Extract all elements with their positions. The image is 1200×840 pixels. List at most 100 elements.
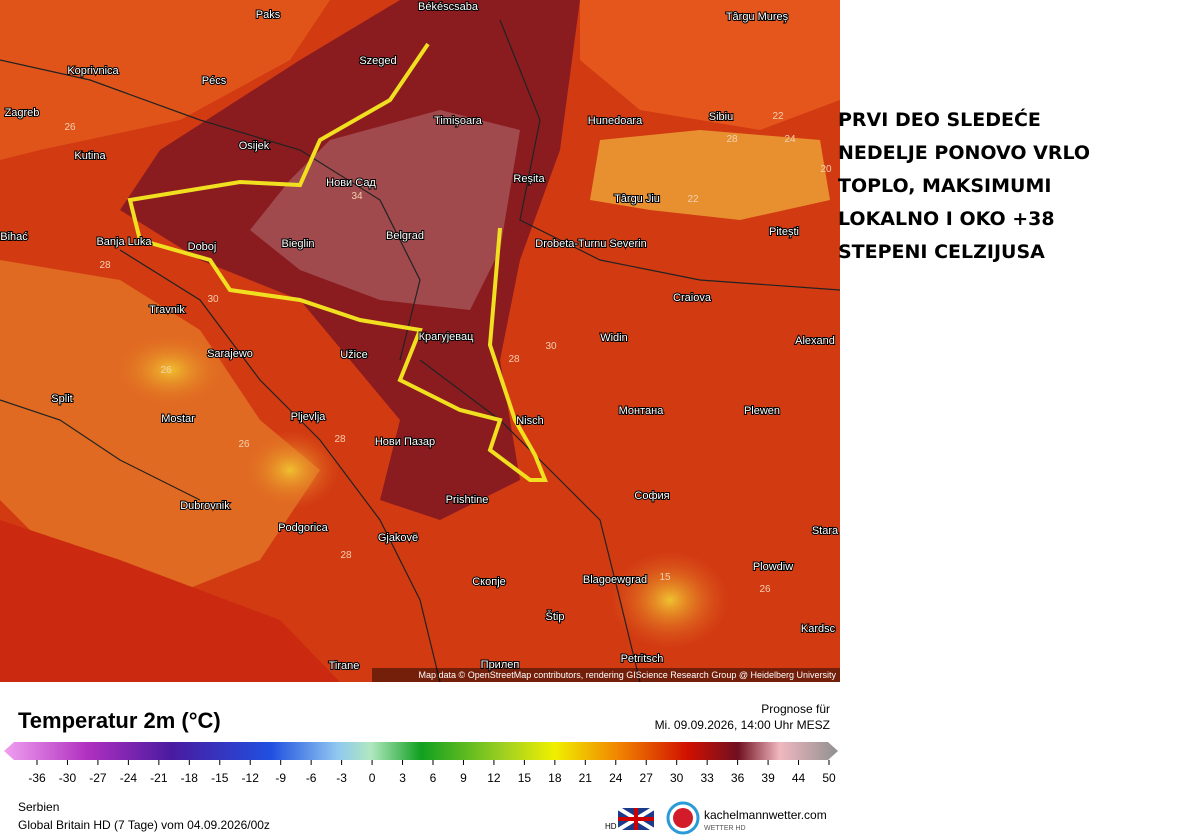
- city-label: Tirane: [329, 660, 360, 672]
- city-label: Craiova: [673, 292, 712, 304]
- city-label: Mostar: [161, 413, 195, 425]
- contour-label: 30: [545, 341, 557, 352]
- hd-icon: HD: [605, 822, 617, 831]
- legend-tick-label: -15: [211, 771, 229, 785]
- city-label: Stara: [812, 525, 839, 537]
- city-label: Нови Пазар: [375, 436, 435, 448]
- city-label: Doboj: [188, 241, 217, 253]
- borders: [0, 19, 841, 683]
- attribution-bg: [372, 668, 840, 682]
- contour-label: 22: [772, 111, 784, 122]
- city-label: Prishtine: [446, 494, 489, 506]
- warm-zone: [590, 130, 830, 220]
- forecast-label: Prognose für: [761, 702, 830, 716]
- legend-tick-label: -27: [89, 771, 107, 785]
- legend-tick-label: 6: [430, 771, 437, 785]
- city-label: Bihać: [0, 231, 28, 243]
- contour-label: 26: [759, 584, 771, 595]
- legend-tick-label: 9: [460, 771, 467, 785]
- city-label: Alexand: [795, 335, 835, 347]
- city-label: Travnik: [149, 304, 185, 316]
- contour-label: 34: [351, 191, 363, 202]
- region: [0, 260, 320, 600]
- city-label: Petritsch: [621, 653, 664, 665]
- city-label: Pécs: [202, 75, 227, 87]
- city-label: Plowdiw: [753, 561, 793, 573]
- city-label: Szeged: [359, 55, 396, 67]
- city-label: Blagoewgrad: [583, 574, 647, 586]
- legend-tick-label: 18: [548, 771, 562, 785]
- city-label: Târgu Mureș: [726, 11, 789, 23]
- contour-label: 15: [659, 572, 671, 583]
- city-label: София: [634, 490, 669, 502]
- city-label: Bieglin: [281, 238, 314, 250]
- legend-tick-label: 44: [792, 771, 806, 785]
- annotation-line: STEPENI CELZIJUSA: [838, 241, 1045, 263]
- annotation-line: NEDELJE PONOVO VRLO: [838, 142, 1090, 164]
- region: [580, 0, 840, 130]
- legend-tick-label: 15: [518, 771, 532, 785]
- logo: [673, 808, 693, 828]
- legend-tick-label: -12: [242, 771, 260, 785]
- legend-tick-label: 24: [609, 771, 623, 785]
- city-label: Kardsc: [801, 623, 836, 635]
- legend-title: Temperatur 2m (°C): [18, 708, 221, 733]
- city-label: Drobeta-Turnu Severin: [535, 238, 646, 250]
- contour-label: 26: [160, 365, 172, 376]
- legend-tick-label: 33: [700, 771, 714, 785]
- annotation-line: PRVI DEO SLEDEĆE: [838, 107, 1041, 131]
- city-label: Koprivnica: [67, 65, 119, 77]
- flag-icon: [618, 808, 654, 830]
- warm-zone: [110, 330, 230, 410]
- contour-label: 22: [687, 194, 699, 205]
- attribution: Map data © OpenStreetMap contributors, r…: [419, 670, 837, 680]
- warm-zone: [610, 550, 730, 650]
- city-label: Osijek: [239, 140, 270, 152]
- contour-label: 28: [334, 434, 346, 445]
- contour-label: 28: [340, 550, 352, 561]
- contour-label: 30: [207, 294, 219, 305]
- city-label: Монтана: [619, 405, 665, 417]
- legend-tick-label: -21: [150, 771, 168, 785]
- legend-tick-label: -30: [59, 771, 77, 785]
- annotation-line: TOPLO, MAKSIMUMI: [838, 175, 1051, 197]
- contour-label: 26: [64, 122, 76, 133]
- city-label: Plewen: [744, 405, 780, 417]
- legend-tick-label: -18: [181, 771, 199, 785]
- legend-tick-label: 3: [399, 771, 406, 785]
- city-label: Zagreb: [5, 107, 40, 119]
- brand-sub: WETTER HD: [704, 825, 746, 832]
- city-label: Sibiu: [709, 111, 733, 123]
- warm-zone: [240, 430, 340, 510]
- legend-tick-label: 39: [761, 771, 775, 785]
- legend-tick-label: 27: [640, 771, 654, 785]
- region: [0, 0, 330, 160]
- city-label: Pitești: [769, 226, 799, 238]
- city-label: Скопје: [472, 576, 506, 588]
- city-label: Paks: [256, 9, 281, 21]
- city-label: Gjakovë: [378, 532, 418, 544]
- city-label: Štip: [546, 610, 565, 623]
- city-label: Hunedoara: [588, 115, 643, 127]
- city-label: Прилеп: [481, 659, 520, 671]
- city-label: Užice: [340, 349, 368, 361]
- city-label: Kutina: [74, 150, 106, 162]
- legend-tick-label: -6: [306, 771, 317, 785]
- city-label: Reșita: [513, 173, 545, 185]
- sea: [0, 520, 340, 682]
- city-label: Sarajewo: [207, 348, 253, 360]
- city-label: Belgrad: [386, 230, 424, 242]
- legend-tick-label: 30: [670, 771, 684, 785]
- map: Békéscsaba Paks Târgu Mureș Koprivnica Pécs S…: [0, 0, 841, 683]
- city-label: Podgorica: [278, 522, 328, 534]
- legend-tick-label: -36: [28, 771, 46, 785]
- city-label: Timișoara: [434, 115, 483, 127]
- contour-label: 24: [784, 134, 796, 145]
- contour-label: 28: [99, 260, 111, 271]
- contour-label: 28: [726, 134, 738, 145]
- legend-tick-label: -3: [336, 771, 347, 785]
- color-bar: [4, 742, 838, 760]
- city-label: Pljevlja: [291, 411, 327, 423]
- region: Serbien: [18, 800, 59, 814]
